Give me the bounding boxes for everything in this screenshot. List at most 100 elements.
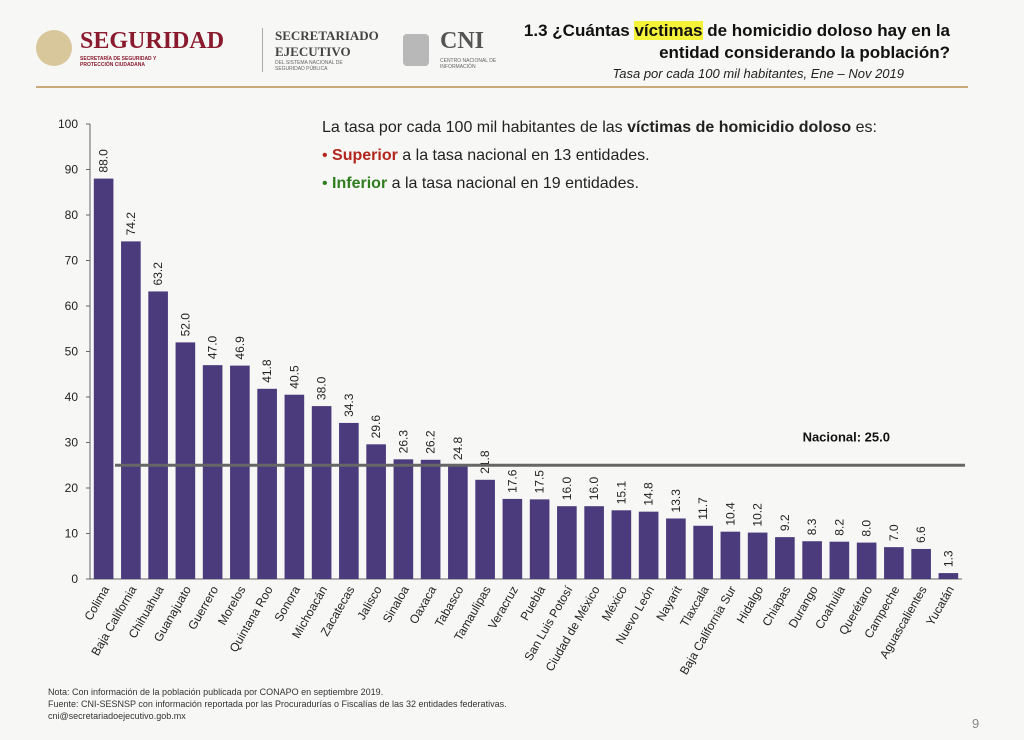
- subtitle: Tasa por cada 100 mil habitantes, Ene – …: [612, 66, 905, 81]
- value-label: 34.3: [342, 393, 356, 417]
- value-label: 8.2: [832, 519, 846, 536]
- bullet: • Superior a la tasa nacional en 13 enti…: [322, 147, 650, 164]
- title-part: de homicidio doloso hay en la entidad co…: [659, 21, 950, 62]
- y-tick-label: 60: [65, 299, 79, 313]
- y-tick-label: 80: [65, 208, 79, 222]
- seal-icon: [36, 30, 72, 66]
- bar: [775, 537, 795, 579]
- value-label: 11.7: [696, 497, 710, 520]
- annotation-text: es:: [851, 119, 877, 136]
- annotation-bold: víctimas de homicidio doloso: [627, 119, 852, 136]
- y-tick-label: 50: [65, 345, 79, 359]
- y-tick-label: 30: [65, 436, 79, 450]
- bar: [202, 365, 223, 579]
- y-tick-label: 100: [58, 117, 78, 131]
- page-number: 9: [972, 716, 980, 731]
- note: Fuente: CNI-SESNSP con información repor…: [48, 699, 507, 709]
- sec-sub: DEL SISTEMA NACIONAL DE SEGURIDAD PÚBLIC…: [275, 60, 343, 72]
- bar: [175, 342, 196, 579]
- value-label: 29.6: [369, 415, 383, 439]
- bar: [420, 459, 441, 579]
- bullet-text: a la tasa nacional en 13 entidades.: [397, 147, 650, 164]
- header-rule: [36, 86, 968, 88]
- cni: CNI: [440, 28, 485, 54]
- bar: [693, 525, 713, 579]
- value-label: 6.6: [914, 526, 928, 543]
- bar: [121, 241, 141, 579]
- y-tick-label: 10: [65, 527, 79, 541]
- value-label: 26.3: [396, 430, 410, 454]
- value-label: 63.2: [151, 262, 165, 286]
- value-label: 24.8: [451, 436, 465, 460]
- value-label: 8.3: [805, 518, 819, 535]
- chart-title: 1.3 ¿Cuántas víctimas de homicidio dolos…: [510, 20, 950, 64]
- reference-label: Nacional: 25.0: [803, 429, 890, 444]
- value-label: 10.2: [751, 503, 765, 527]
- bar: [829, 541, 850, 579]
- bullet-bold: Inferior: [332, 175, 388, 192]
- bar: [584, 506, 604, 579]
- value-label: 1.3: [941, 550, 955, 567]
- title-highlight: víctimas: [634, 21, 703, 40]
- brand: SEGURIDAD: [80, 28, 225, 54]
- value-label: 16.0: [560, 477, 574, 501]
- sec: SECRETARIADO EJECUTIVO: [275, 28, 379, 59]
- value-label: 9.2: [778, 514, 792, 531]
- bar: [393, 459, 414, 579]
- value-label: 52.0: [178, 313, 192, 337]
- bar: [884, 547, 904, 579]
- bar: [747, 532, 768, 579]
- bar: [230, 365, 250, 579]
- value-label: 7.0: [887, 524, 901, 541]
- bullet-text: a la tasa nacional en 19 entidades.: [387, 175, 639, 192]
- bar: [557, 506, 577, 579]
- bar: [938, 573, 959, 579]
- note: cni@secretariadoejecutivo.gob.mx: [48, 711, 186, 721]
- bar: [856, 542, 877, 579]
- bar: [339, 422, 359, 579]
- y-tick-label: 90: [65, 163, 79, 177]
- bar: [448, 466, 468, 579]
- bar: [93, 178, 114, 579]
- brand-sub: SECRETARÍA DE SEGURIDAD Y PROTECCIÓN CIU…: [80, 56, 157, 68]
- bar: [257, 388, 277, 579]
- value-label: 46.9: [233, 336, 247, 360]
- note: Nota: Con información de la población pu…: [48, 687, 384, 697]
- value-label: 38.0: [315, 376, 329, 400]
- divider: [262, 28, 263, 72]
- y-tick-label: 40: [65, 390, 79, 404]
- bullet-bold: Superior: [332, 147, 398, 164]
- cni-icon: [403, 34, 429, 66]
- bar: [666, 518, 686, 579]
- annotation-text: La tasa por cada 100 mil habitantes de l…: [322, 119, 628, 136]
- value-label: 13.3: [669, 489, 683, 513]
- value-label: 14.8: [642, 482, 656, 506]
- cni-sub: CENTRO NACIONAL DE INFORMACIÓN: [440, 58, 497, 70]
- value-label: 41.8: [260, 359, 274, 383]
- value-label: 17.6: [505, 469, 519, 493]
- bar: [529, 499, 550, 579]
- y-tick-label: 0: [71, 572, 78, 586]
- bullet: • Inferior a la tasa nacional en 19 enti…: [322, 175, 639, 192]
- value-label: 26.2: [424, 430, 438, 454]
- value-label: 10.4: [723, 502, 737, 526]
- bar: [366, 444, 386, 579]
- value-label: 47.0: [206, 335, 220, 359]
- y-tick-label: 20: [65, 481, 79, 495]
- value-label: 40.5: [287, 365, 301, 389]
- value-label: 8.0: [860, 520, 874, 537]
- bar: [611, 510, 632, 579]
- value-label: 88.0: [97, 149, 111, 173]
- title-part: 1.3 ¿Cuántas: [523, 21, 635, 40]
- y-tick-label: 70: [65, 254, 79, 268]
- value-label: 15.1: [614, 481, 628, 505]
- x-tick-label: Baja California Sur: [677, 584, 739, 678]
- bar: [720, 531, 741, 579]
- bar: [475, 479, 495, 579]
- value-label: 16.0: [587, 477, 601, 501]
- bar: [148, 291, 168, 579]
- bar: [311, 406, 332, 579]
- bar: [802, 541, 822, 579]
